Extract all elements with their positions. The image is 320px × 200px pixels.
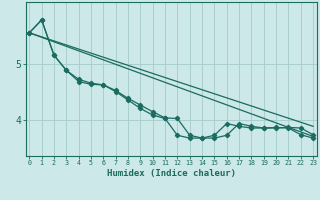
X-axis label: Humidex (Indice chaleur): Humidex (Indice chaleur): [107, 169, 236, 178]
